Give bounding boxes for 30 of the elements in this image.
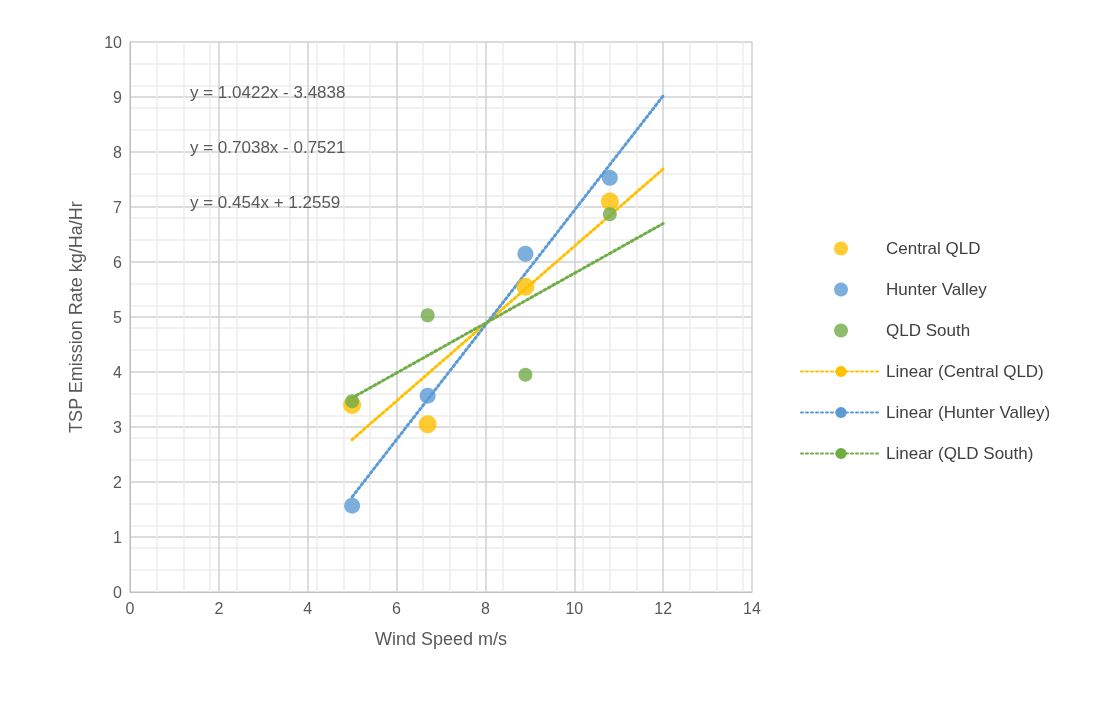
y-tick-label: 9 — [113, 88, 123, 106]
x-tick-label: 8 — [480, 599, 490, 617]
x-tick-label: 6 — [392, 599, 402, 617]
x-tick-label: 2 — [214, 599, 224, 617]
x-tick-label: 14 — [743, 599, 761, 617]
y-tick-label: 4 — [113, 363, 123, 381]
x-tick-label: 4 — [303, 599, 313, 617]
y-tick-label: 6 — [113, 253, 123, 271]
y-tick-label: 5 — [113, 308, 123, 326]
legend-label: Hunter Valley — [886, 280, 988, 299]
annotation: y = 0.7038x - 0.7521 — [190, 138, 346, 157]
x-tick-label: 0 — [125, 599, 135, 617]
y-tick-label: 1 — [113, 528, 123, 546]
legend-label: QLD South — [886, 321, 971, 340]
y-tick-label: 8 — [113, 143, 123, 161]
x-tick-label: 10 — [565, 599, 584, 617]
legend-label: Linear (Central QLD) — [886, 362, 1044, 381]
legend-label: Linear (QLD South) — [886, 444, 1034, 463]
x-axis-title: Wind Speed m/s — [374, 629, 508, 649]
annotation: y = 1.0422x - 3.4838 — [190, 83, 346, 102]
y-tick-label: 10 — [104, 33, 123, 51]
y-tick-label: 0 — [113, 583, 123, 601]
y-tick-label: 2 — [113, 473, 123, 491]
legend-label: Central QLD — [886, 239, 981, 258]
legend-label: Linear (Hunter Valley) — [886, 403, 1051, 422]
y-axis-title: TSP Emission Rate kg/Ha/Hr — [66, 201, 86, 433]
annotation: y = 0.454x + 1.2559 — [190, 193, 341, 212]
y-tick-label: 3 — [113, 418, 123, 436]
y-tick-label: 7 — [113, 198, 123, 216]
x-tick-label: 12 — [654, 599, 673, 617]
